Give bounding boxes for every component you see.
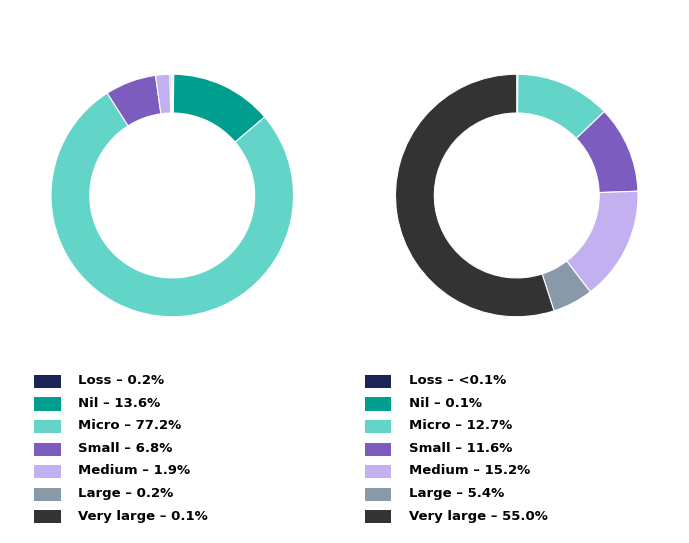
Text: Large – 5.4%: Large – 5.4% xyxy=(409,487,504,500)
Wedge shape xyxy=(172,74,174,113)
FancyBboxPatch shape xyxy=(365,397,391,411)
Wedge shape xyxy=(170,74,172,113)
Text: Nil – 0.1%: Nil – 0.1% xyxy=(409,396,482,409)
FancyBboxPatch shape xyxy=(34,488,61,501)
Wedge shape xyxy=(576,112,638,193)
Text: Medium – 1.9%: Medium – 1.9% xyxy=(78,464,190,477)
FancyBboxPatch shape xyxy=(34,397,61,411)
Text: Very large – 55.0%: Very large – 55.0% xyxy=(409,509,548,522)
FancyBboxPatch shape xyxy=(365,465,391,478)
Wedge shape xyxy=(156,74,171,114)
Wedge shape xyxy=(395,74,554,317)
FancyBboxPatch shape xyxy=(34,443,61,456)
Text: Large – 0.2%: Large – 0.2% xyxy=(78,487,173,500)
Wedge shape xyxy=(51,93,294,317)
Wedge shape xyxy=(517,74,604,138)
FancyBboxPatch shape xyxy=(34,420,61,433)
Wedge shape xyxy=(517,74,518,113)
Text: Micro – 12.7%: Micro – 12.7% xyxy=(409,419,512,432)
FancyBboxPatch shape xyxy=(365,420,391,433)
Text: Small – 11.6%: Small – 11.6% xyxy=(409,442,512,455)
FancyBboxPatch shape xyxy=(365,510,391,523)
FancyBboxPatch shape xyxy=(365,375,391,388)
FancyBboxPatch shape xyxy=(34,375,61,388)
FancyBboxPatch shape xyxy=(365,443,391,456)
Wedge shape xyxy=(174,74,265,142)
Text: Loss – <0.1%: Loss – <0.1% xyxy=(409,374,506,387)
Text: Medium – 15.2%: Medium – 15.2% xyxy=(409,464,530,477)
FancyBboxPatch shape xyxy=(34,510,61,523)
Wedge shape xyxy=(107,75,161,126)
FancyBboxPatch shape xyxy=(365,488,391,501)
Text: Nil – 13.6%: Nil – 13.6% xyxy=(78,396,160,409)
Wedge shape xyxy=(567,191,638,292)
Text: Small – 6.8%: Small – 6.8% xyxy=(78,442,172,455)
Text: Very large – 0.1%: Very large – 0.1% xyxy=(78,509,207,522)
Text: Loss – 0.2%: Loss – 0.2% xyxy=(78,374,164,387)
FancyBboxPatch shape xyxy=(34,465,61,478)
Wedge shape xyxy=(542,261,590,311)
Text: Micro – 77.2%: Micro – 77.2% xyxy=(78,419,181,432)
